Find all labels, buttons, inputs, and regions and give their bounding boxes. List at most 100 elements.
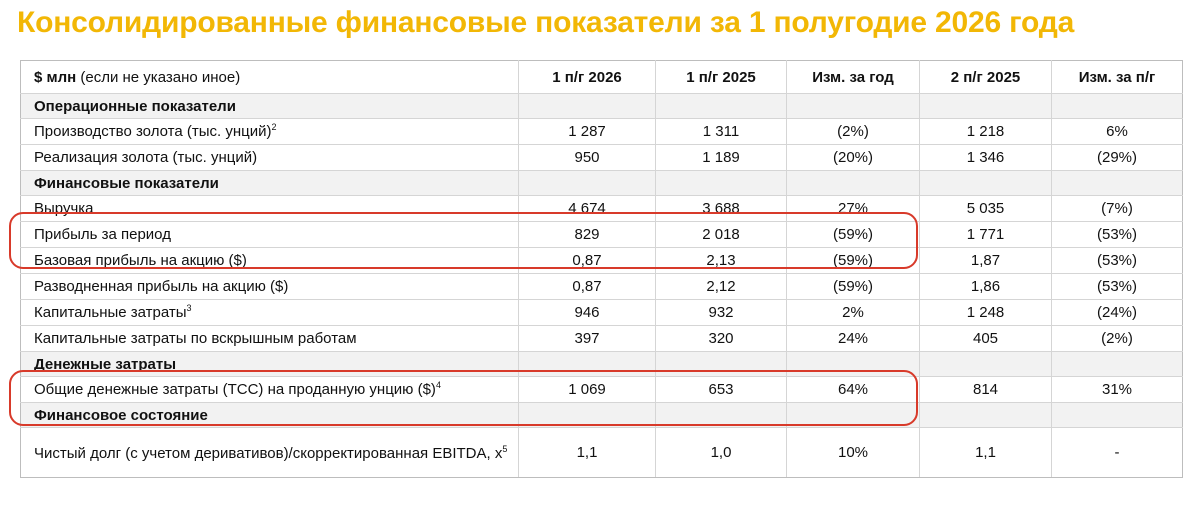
section-financial: Финансовые показатели xyxy=(20,170,1183,196)
row-label: Базовая прибыль на акцию ($) xyxy=(20,247,519,274)
footnote-marker: 3 xyxy=(186,303,192,313)
financial-table: $ млн (если не указано иное) 1 п/г 2026 … xyxy=(20,60,1183,478)
value-h1-2026: 4 674 xyxy=(518,195,656,222)
row-label-text: Разводненная прибыль на акцию ($) xyxy=(34,278,289,295)
row-label-text: Общие денежные затраты (TCC) на проданну… xyxy=(34,381,436,398)
value-yoy-change: (59%) xyxy=(786,273,920,300)
value-h1-2025: 1 189 xyxy=(655,144,787,171)
value-yoy-change: 64% xyxy=(786,376,920,403)
row-label: Капитальные затраты3 xyxy=(20,299,519,326)
table-row: Базовая прибыль на акцию ($) 0,87 2,13 (59%… xyxy=(20,247,1183,274)
value-h1-2026: 829 xyxy=(518,221,656,248)
value-h1-2025: 653 xyxy=(655,376,787,403)
value-h1-2026: 1 069 xyxy=(518,376,656,403)
table-row: Выручка 4 674 3 688 27% 5 035 (7%) xyxy=(20,195,1183,222)
table-row: Капитальные затраты по вскрышным работам… xyxy=(20,325,1183,352)
footnote-marker: 5 xyxy=(502,443,508,454)
value-h1-2026: 1 287 xyxy=(518,118,656,145)
value-h2-2025: 1 346 xyxy=(919,144,1052,171)
row-label-text: Капитальные затраты по вскрышным работам xyxy=(34,330,357,347)
value-h1-2025: 2,13 xyxy=(655,247,787,274)
value-hoh-change: (24%) xyxy=(1051,299,1183,326)
table-row: Прибыль за период 829 2 018 (59%) 1 771 (53%) xyxy=(20,221,1183,248)
value-h1-2025: 2,12 xyxy=(655,273,787,300)
value-h2-2025: 1,87 xyxy=(919,247,1052,274)
value-hoh-change: 6% xyxy=(1051,118,1183,145)
value-h1-2025: 932 xyxy=(655,299,787,326)
value-yoy-change: (20%) xyxy=(786,144,920,171)
table-row: Чистый долг (с учетом деривативов)/скорр… xyxy=(20,427,1183,478)
value-h2-2025: 1 218 xyxy=(919,118,1052,145)
section-label: Финансовое состояние xyxy=(20,402,519,428)
value-yoy-change: 10% xyxy=(786,427,920,478)
value-h2-2025: 1,86 xyxy=(919,273,1052,300)
row-label-text: Базовая прибыль на акцию ($) xyxy=(34,252,247,269)
header-h2-2025: 2 п/г 2025 xyxy=(919,60,1052,94)
value-h1-2026: 1,1 xyxy=(518,427,656,478)
table-header-row: $ млн (если не указано иное) 1 п/г 2026 … xyxy=(20,60,1183,94)
value-yoy-change: 27% xyxy=(786,195,920,222)
value-yoy-change: 24% xyxy=(786,325,920,352)
row-label: Прибыль за период xyxy=(20,221,519,248)
header-unit: $ млн (если не указано иное) xyxy=(20,60,519,94)
section-operational: Операционные показатели xyxy=(20,93,1183,119)
value-h2-2025: 1,1 xyxy=(919,427,1052,478)
value-h1-2026: 950 xyxy=(518,144,656,171)
row-label-text: Чистый долг (с учетом деривативов)/скорр… xyxy=(34,444,503,462)
value-h1-2025: 320 xyxy=(655,325,787,352)
table-row: Разводненная прибыль на акцию ($) 0,87 2,1… xyxy=(20,273,1183,300)
value-h1-2026: 397 xyxy=(518,325,656,352)
value-h1-2026: 946 xyxy=(518,299,656,326)
value-hoh-change: - xyxy=(1051,427,1183,478)
header-unit-main: $ млн xyxy=(34,68,77,86)
row-label-text: Выручка xyxy=(34,200,94,217)
footnote-marker: 2 xyxy=(271,122,277,132)
section-label: Операционные показатели xyxy=(20,93,519,119)
header-hoh-change: Изм. за п/г xyxy=(1051,60,1183,94)
value-h1-2025: 1,0 xyxy=(655,427,787,478)
header-h1-2025: 1 п/г 2025 xyxy=(655,60,787,94)
footnote-marker: 4 xyxy=(435,380,441,390)
table-row: Капитальные затраты3 946 932 2% 1 248 (24%) xyxy=(20,299,1183,326)
value-h1-2025: 2 018 xyxy=(655,221,787,248)
value-yoy-change: (59%) xyxy=(786,247,920,274)
value-hoh-change: (2%) xyxy=(1051,325,1183,352)
page-title: Консолидированные финансовые показатели … xyxy=(17,6,1075,39)
value-h2-2025: 405 xyxy=(919,325,1052,352)
value-hoh-change: (53%) xyxy=(1051,247,1183,274)
section-financial-position: Финансовое состояние xyxy=(20,402,1183,428)
row-label: Разводненная прибыль на акцию ($) xyxy=(20,273,519,300)
row-label: Выручка xyxy=(20,195,519,222)
value-yoy-change: (59%) xyxy=(786,221,920,248)
section-label: Денежные затраты xyxy=(20,351,519,377)
header-unit-note: (если не указано иное) xyxy=(80,68,241,86)
row-label-text: Реализация золота (тыс. унций) xyxy=(34,149,258,166)
value-hoh-change: (29%) xyxy=(1051,144,1183,171)
row-label: Чистый долг (с учетом деривативов)/скорр… xyxy=(20,427,519,478)
value-hoh-change: (53%) xyxy=(1051,273,1183,300)
value-hoh-change: (7%) xyxy=(1051,195,1183,222)
row-label: Производство золота (тыс. унций)2 xyxy=(20,118,519,145)
value-h2-2025: 1 771 xyxy=(919,221,1052,248)
table-row: Общие денежные затраты (TCC) на проданну… xyxy=(20,376,1183,403)
row-label-text: Производство золота (тыс. унций) xyxy=(34,123,272,140)
row-label-text: Прибыль за период xyxy=(34,226,171,243)
section-label: Финансовые показатели xyxy=(20,170,519,196)
value-h2-2025: 1 248 xyxy=(919,299,1052,326)
header-h1-2026: 1 п/г 2026 xyxy=(518,60,656,94)
row-label: Реализация золота (тыс. унций) xyxy=(20,144,519,171)
section-cash-costs: Денежные затраты xyxy=(20,351,1183,377)
table-row: Производство золота (тыс. унций)2 1 287 1 … xyxy=(20,118,1183,145)
header-yoy-change: Изм. за год xyxy=(786,60,920,94)
value-h1-2026: 0,87 xyxy=(518,273,656,300)
row-label: Общие денежные затраты (TCC) на проданну… xyxy=(20,376,519,403)
value-hoh-change: 31% xyxy=(1051,376,1183,403)
row-label-text: Капитальные затраты xyxy=(34,304,187,321)
value-hoh-change: (53%) xyxy=(1051,221,1183,248)
table-row: Реализация золота (тыс. унций) 950 1 189 (2… xyxy=(20,144,1183,171)
value-h1-2025: 3 688 xyxy=(655,195,787,222)
value-h2-2025: 814 xyxy=(919,376,1052,403)
row-label: Капитальные затраты по вскрышным работам xyxy=(20,325,519,352)
value-h1-2026: 0,87 xyxy=(518,247,656,274)
value-yoy-change: 2% xyxy=(786,299,920,326)
